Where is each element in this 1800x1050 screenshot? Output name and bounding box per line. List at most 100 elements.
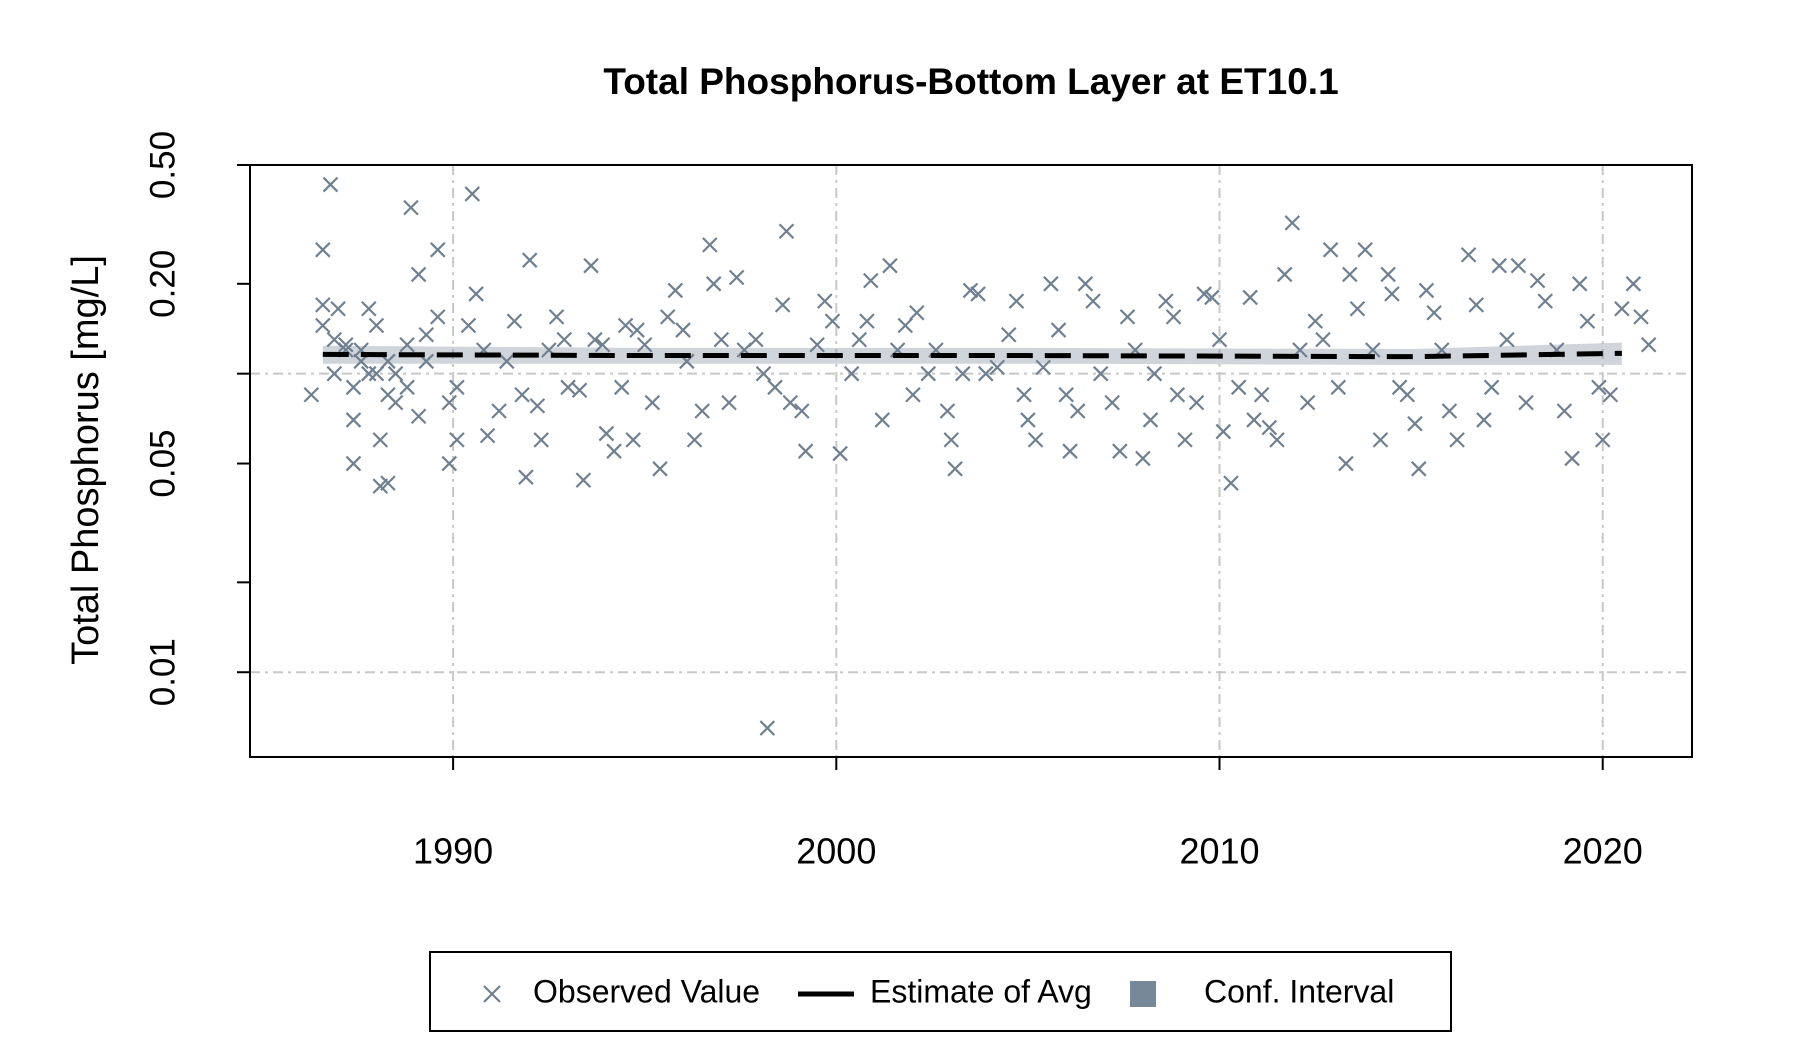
observed-point: [1564, 450, 1580, 467]
observed-point: [368, 365, 385, 382]
observed-point: [1077, 276, 1094, 292]
observed-point: [1625, 276, 1642, 292]
observed-point: [1529, 272, 1546, 289]
observed-point: [587, 331, 603, 348]
observed-point: [322, 176, 339, 193]
observed-point: [449, 379, 465, 396]
observed-point: [1196, 286, 1212, 302]
observed-point: [694, 403, 710, 419]
observed-point: [468, 286, 484, 302]
observed-point: [361, 300, 377, 317]
observed-point: [1399, 386, 1416, 403]
observed-point: [326, 365, 343, 382]
observed-point: [380, 475, 396, 491]
observed-point: [908, 304, 925, 321]
observed-point: [1000, 326, 1017, 343]
observed-point: [809, 336, 825, 353]
observed-point: [721, 394, 737, 411]
observed-point: [667, 282, 684, 299]
observed-point: [1460, 247, 1477, 263]
observed-point: [962, 282, 979, 299]
y-tick-label: 0.20: [143, 250, 182, 318]
observed-point: [491, 403, 507, 419]
observed-point: [441, 394, 458, 411]
x-tick-label: 1990: [413, 831, 493, 872]
observed-point: [556, 331, 573, 348]
observed-point: [1085, 293, 1101, 309]
legend-marker: [1130, 981, 1156, 1007]
observed-point: [1135, 450, 1151, 467]
observed-point: [571, 382, 588, 399]
observed-point: [794, 403, 810, 419]
observed-point: [1169, 386, 1186, 403]
observed-point: [1602, 386, 1619, 403]
observed-point: [441, 455, 458, 472]
observed-point: [1027, 432, 1044, 448]
observed-point: [778, 223, 795, 240]
observed-point: [636, 336, 653, 353]
observed-point: [418, 326, 435, 343]
observed-point: [863, 272, 879, 289]
observed-point: [1299, 394, 1316, 411]
observed-point: [686, 432, 703, 448]
observed-point: [315, 242, 331, 258]
observed-point: [303, 386, 320, 403]
observed-point: [1579, 313, 1596, 329]
observed-point: [460, 317, 477, 334]
observed-point: [315, 317, 331, 334]
observed-point: [920, 365, 937, 382]
observed-point: [1614, 300, 1630, 317]
observed-point: [315, 297, 331, 313]
x-tick-label: 2000: [796, 831, 876, 872]
observed-point: [1146, 365, 1163, 382]
observed-point: [613, 379, 630, 396]
observed-point: [652, 461, 668, 477]
observed-point: [399, 336, 415, 353]
observed-point: [1384, 286, 1400, 302]
observed-point: [521, 252, 538, 268]
observed-point: [1407, 415, 1423, 432]
observed-point: [514, 386, 530, 403]
observed-point: [1491, 257, 1508, 274]
observed-point: [1510, 257, 1527, 274]
legend-box: [429, 951, 1452, 1032]
legend-label: Conf. Interval: [1204, 973, 1394, 1009]
observed-point: [755, 365, 772, 382]
observed-point: [1223, 475, 1239, 491]
observed-point: [905, 386, 921, 403]
observed-point: [560, 379, 576, 396]
observed-point: [970, 286, 986, 302]
observed-point: [1441, 403, 1458, 419]
observed-point: [498, 353, 515, 370]
observed-point: [1499, 331, 1515, 348]
observed-point: [1349, 300, 1366, 317]
observed-point: [859, 313, 875, 329]
observed-point: [625, 432, 641, 448]
observed-point: [767, 379, 783, 396]
observed-point: [882, 257, 898, 274]
observed-point: [874, 412, 891, 428]
observed-point: [1330, 379, 1347, 396]
observed-point: [1092, 365, 1109, 382]
observed-point: [748, 331, 764, 348]
observed-point: [361, 365, 377, 382]
observed-point: [954, 365, 971, 382]
observed-point: [1020, 412, 1036, 428]
observed-point: [989, 359, 1006, 376]
observed-point: [403, 199, 419, 216]
x-tick-label: 2010: [1179, 831, 1259, 872]
observed-point: [851, 331, 868, 348]
observed-point: [1315, 331, 1331, 348]
observed-point: [705, 276, 722, 292]
observed-point: [1158, 293, 1174, 309]
observed-point: [518, 469, 534, 485]
observed-point: [399, 379, 415, 396]
observed-point: [977, 365, 994, 382]
observed-point: [675, 322, 691, 338]
observed-point: [1230, 379, 1247, 396]
observed-point: [1177, 432, 1193, 448]
legend-marker: [483, 985, 501, 1003]
observed-point: [817, 293, 833, 309]
observed-point: [1142, 412, 1159, 428]
